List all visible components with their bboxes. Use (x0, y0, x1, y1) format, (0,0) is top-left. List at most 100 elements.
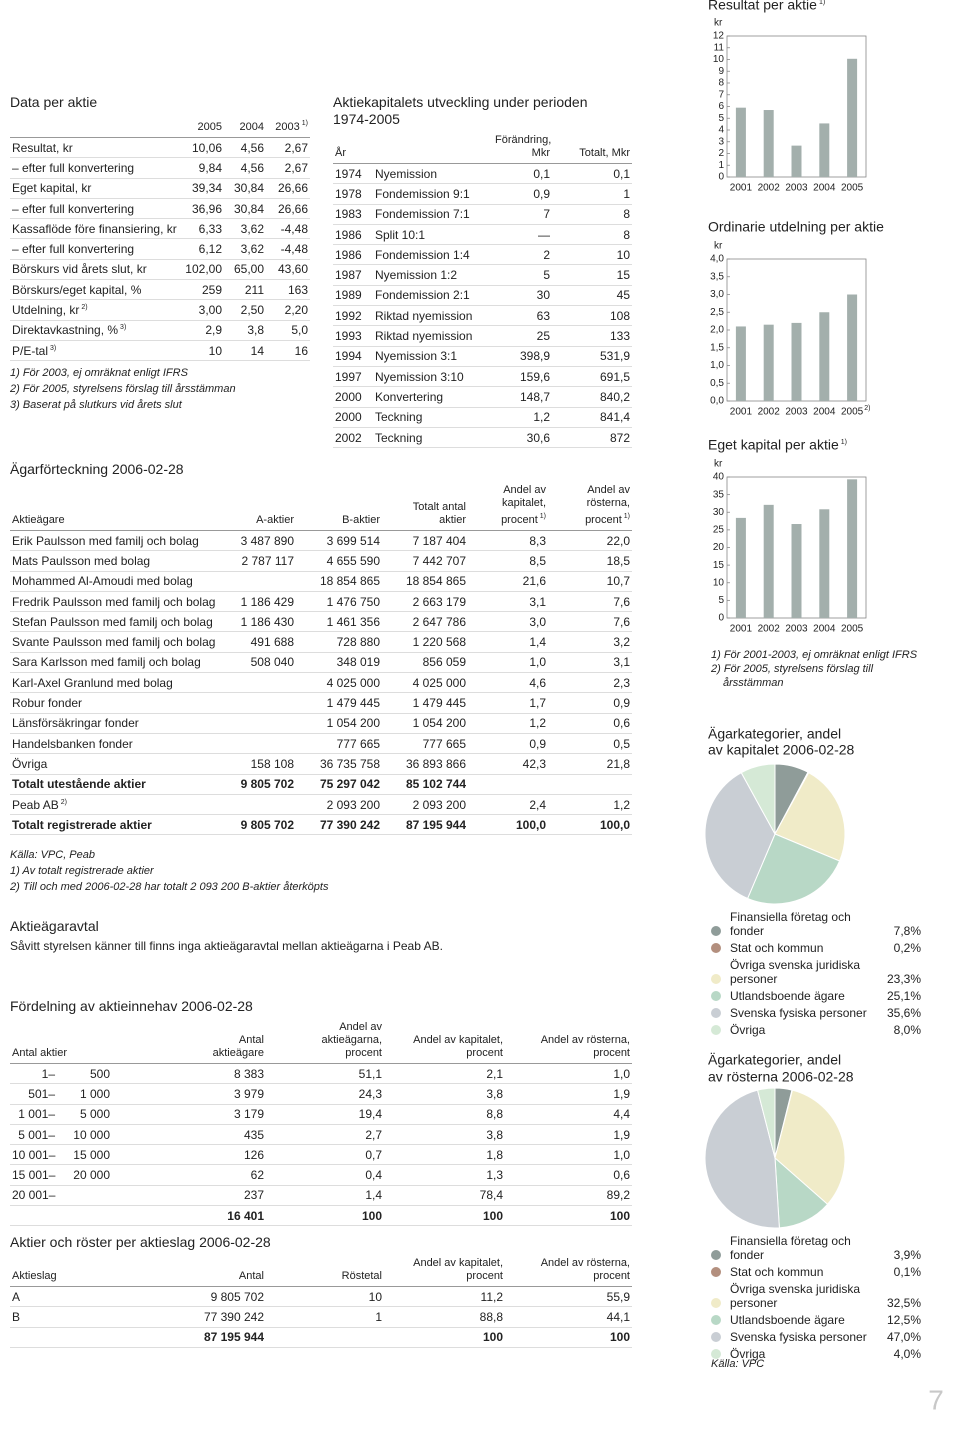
table-cell: Fondemission 2:1 (373, 285, 493, 307)
table-cell: 398,9 (493, 346, 552, 367)
table-cell: 1 186 429 (210, 591, 296, 613)
table-cell: 9 805 702 (210, 814, 296, 836)
section-title: Aktier och röster per aktieslag 2006-02-… (10, 1234, 271, 1250)
legend-item: Övriga svenska juridiska personer 32,5% (711, 1282, 921, 1310)
y-tick-label: 2,0 (710, 325, 724, 336)
column-header: Andel av rösterna, procent (505, 1255, 632, 1287)
cell-text: 237 (243, 1188, 264, 1203)
y-tick-label: 30 (713, 507, 725, 518)
table-cell: 1 001– (10, 1104, 57, 1125)
table-cell: 88,8 (384, 1306, 505, 1328)
cell-text: 435 (243, 1127, 264, 1142)
table-cell: 24,3 (266, 1083, 384, 1105)
cell-text: 55,9 (606, 1289, 630, 1304)
y-tick-label: 10 (713, 577, 725, 588)
section-title: Data per aktie (10, 94, 98, 110)
header-text: Röstetal (341, 1270, 382, 1282)
cell-text: 20 000 (73, 1168, 110, 1183)
table-cell: 1,4 (266, 1185, 384, 1207)
table: Aktieslag Antal Röstetal Andel av kapitalet… (10, 1255, 632, 1348)
cell-text: Fondemission 7:1 (375, 207, 470, 222)
chart-title: Eget kapital per aktie (708, 437, 839, 453)
table-cell: 3,8 (384, 1083, 505, 1105)
footnote-ref: 2) (60, 798, 67, 806)
cell-text: Teckning (375, 410, 423, 425)
table-cell: 1,4 (468, 631, 548, 653)
header-text: Aktieslag (12, 1270, 57, 1282)
column-header: Röstetal (266, 1255, 384, 1287)
column-header: Antal aktieägare (112, 1019, 266, 1064)
cell-text: A (12, 1289, 21, 1304)
cell-text: 100 (482, 1330, 503, 1345)
cell-text: 1,2 (529, 716, 546, 731)
header-row: Aktieägare A-aktier B-aktier Totalt antal a… (10, 482, 632, 531)
legend-label: Övriga (730, 1023, 766, 1037)
cell-text: 1 054 200 (326, 716, 380, 731)
pie-slice (756, 1087, 776, 1159)
table-cell: Fondemission 1:4 (373, 244, 493, 266)
cell-text: 3,62 (240, 242, 264, 257)
cell-text: 11,2 (480, 1289, 503, 1304)
table-cell: 16 (266, 340, 310, 362)
table-cell: -4,48 (266, 218, 310, 240)
table-row: Totalt utestående aktier 9 805 702 75 297 … (10, 774, 632, 795)
legend-item: Svenska fysiska personer 47,0% (711, 1330, 921, 1344)
footnote-ref: 2) (81, 304, 88, 312)
cell-text: Nyemission 3:1 (375, 349, 458, 364)
cell-text: 1 (375, 1309, 382, 1324)
y-tick-label: 3 (718, 136, 724, 147)
table-cell: 0,6 (505, 1164, 632, 1186)
legend-value: 8,0% (893, 1023, 921, 1037)
unit-label: kr (714, 18, 723, 29)
table-cell: 89,2 (505, 1185, 632, 1207)
table-row: A 9 805 702 10 11,2 55,9 (10, 1286, 632, 1308)
header-cell: Aktieägare (12, 514, 208, 527)
pie-slice (704, 771, 776, 900)
table-cell: 21,6 (468, 571, 548, 592)
table-cell: 9 805 702 (210, 774, 296, 795)
cell-text: 42,3 (522, 756, 546, 771)
footnote: 2) För 2005, styrelsens förslag till års… (10, 383, 236, 396)
cell-text: 348 019 (336, 655, 380, 670)
x-tick-label: 2004 (813, 624, 836, 635)
table-cell: Robur fonder (10, 692, 210, 714)
pie-slice (774, 771, 846, 862)
cell-text: Eget kapital, kr (12, 181, 92, 196)
legend-value: 7,8% (893, 924, 921, 938)
table-cell: 9,84 (180, 157, 224, 179)
table-cell: Riktad nyemission (373, 305, 493, 327)
header-text: 2004 (239, 121, 264, 133)
header-cell: Förändring, Mkr (495, 134, 551, 160)
table-cell: – efter full konvertering (10, 198, 180, 220)
table-cell: 2 093 200 (382, 794, 468, 816)
table-cell: 1974 (333, 163, 373, 185)
table-row: 2002 Teckning 30,6 872 (333, 427, 632, 449)
table-cell: 8 (552, 224, 632, 246)
table-cell: 1997 (333, 366, 373, 388)
cell-text: 2 093 200 (326, 797, 380, 812)
cell-text: 0,6 (613, 716, 630, 731)
footnote: 2) För 2005, styrelsens förslag till års… (711, 663, 874, 689)
section-title: Aktieägaravtal (10, 918, 99, 934)
cell-text: 77 390 242 (319, 817, 380, 832)
table-cell: 100 (266, 1205, 384, 1227)
cell-text: — (538, 227, 550, 242)
cell-text: 7 (543, 207, 550, 222)
table-cell: 159,6 (493, 366, 552, 388)
cell-text: 9 805 702 (240, 777, 294, 792)
table-row: Direktavkastning, % 3) 2,9 3,8 5,0 (10, 320, 310, 341)
table-cell: 2 787 117 (210, 550, 296, 572)
table-cell: 3,8 (384, 1124, 505, 1146)
footnote-ref: 3) (50, 344, 57, 352)
table-cell: 3,00 (180, 299, 224, 321)
legend-value: 32,5% (886, 1296, 921, 1310)
cell-text: 100,0 (515, 817, 546, 832)
x-tick-label: 2005 (841, 624, 864, 635)
table-cell: Konvertering (373, 386, 493, 408)
column-header: Totalt antal aktier (382, 482, 468, 531)
bar (791, 524, 802, 618)
cell-text: 108 (609, 308, 630, 323)
table-row: Handelsbanken fonder 777 665 777 665 0,9 0,5 (10, 733, 632, 755)
cell-text: 102,00 (185, 262, 222, 277)
cell-text: Stefan Paulsson med familj och bolag (12, 614, 213, 629)
